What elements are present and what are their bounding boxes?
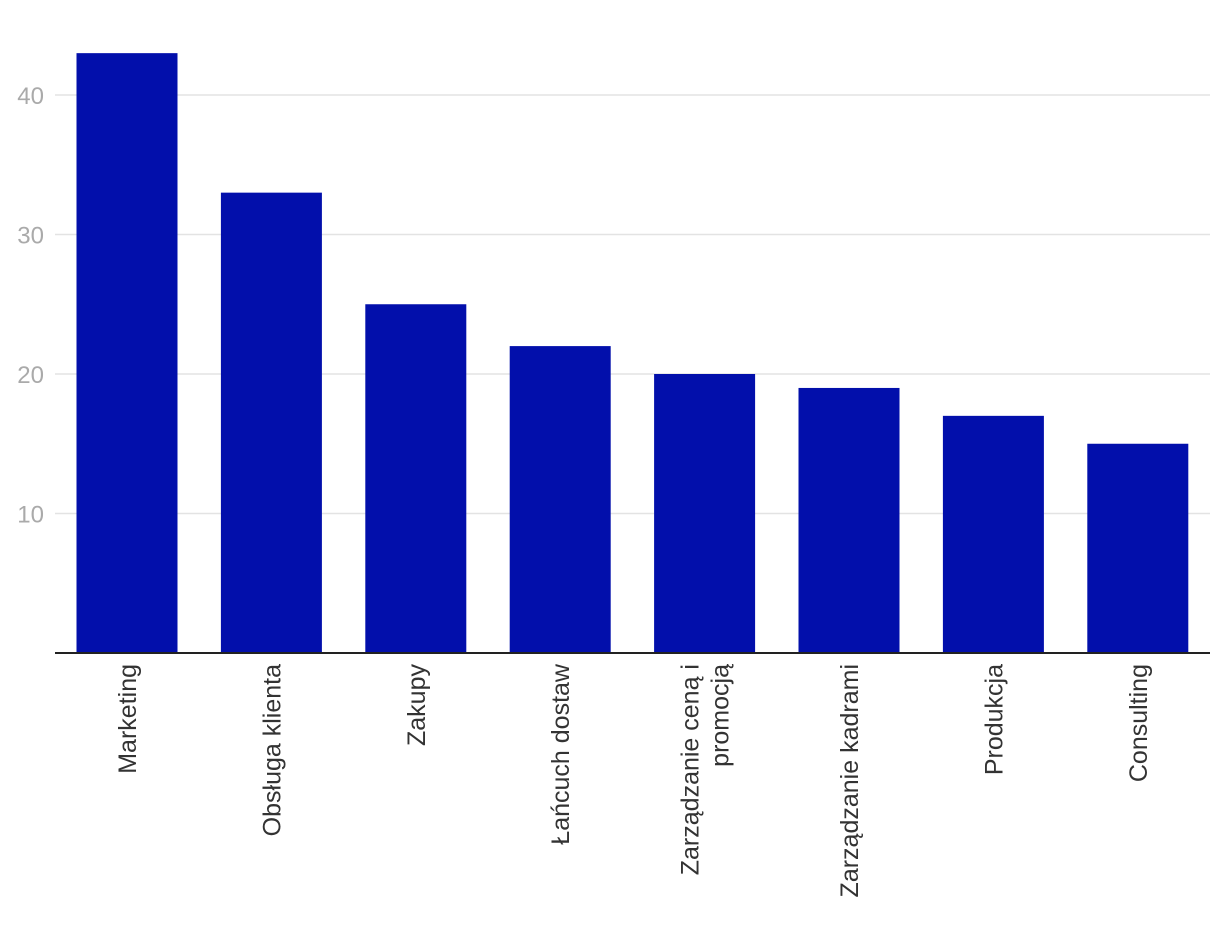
x-category-label-6: Zarządzanie kadrami — [836, 664, 864, 897]
x-category-label-8: Consulting — [1125, 664, 1153, 782]
x-category-label-6-line-1: Zarządzanie kadrami — [836, 664, 864, 897]
x-category-label-4: Łańcuch dostaw — [547, 663, 575, 845]
x-category-label-8-line-1: Consulting — [1125, 664, 1153, 782]
x-category-label-5: Zarządzanie ceną i promocją — [677, 664, 735, 875]
bars — [76, 53, 1189, 653]
x-category-label-5-line-1: Zarządzanie ceną i — [677, 664, 705, 875]
bar-5 — [654, 374, 756, 653]
y-tick-label-30: 30 — [17, 223, 44, 250]
bar-3 — [365, 304, 467, 653]
x-category-label-2: Obsługa klienta — [258, 664, 286, 836]
y-tick-label-10: 10 — [17, 502, 44, 529]
x-axis-category-labels: Marketing Obsługa klienta Zakupy Łańcuch do… — [114, 663, 1153, 897]
bar-4 — [509, 346, 611, 653]
x-category-label-1: Marketing — [114, 664, 142, 774]
bar-6 — [798, 387, 900, 653]
x-category-label-1-line-1: Marketing — [114, 664, 142, 774]
x-category-label-5-line-2: promocją — [707, 664, 735, 767]
x-category-label-7-line-1: Produkcja — [980, 664, 1008, 775]
y-tick-label-20: 20 — [17, 362, 44, 389]
x-category-label-4-line-1: Łańcuch dostaw — [547, 663, 575, 845]
x-category-label-3-line-1: Zakupy — [403, 664, 431, 746]
x-category-label-2-line-1: Obsługa klienta — [258, 664, 286, 836]
bar-1 — [76, 53, 178, 653]
bar-2 — [220, 192, 322, 653]
x-category-label-7: Produkcja — [980, 664, 1008, 775]
x-category-label-3: Zakupy — [403, 664, 431, 746]
y-tick-label-40: 40 — [17, 83, 44, 110]
bar-7 — [942, 415, 1044, 653]
y-axis-tick-labels: 10 20 30 40 — [17, 83, 44, 529]
bar-8 — [1087, 443, 1189, 653]
